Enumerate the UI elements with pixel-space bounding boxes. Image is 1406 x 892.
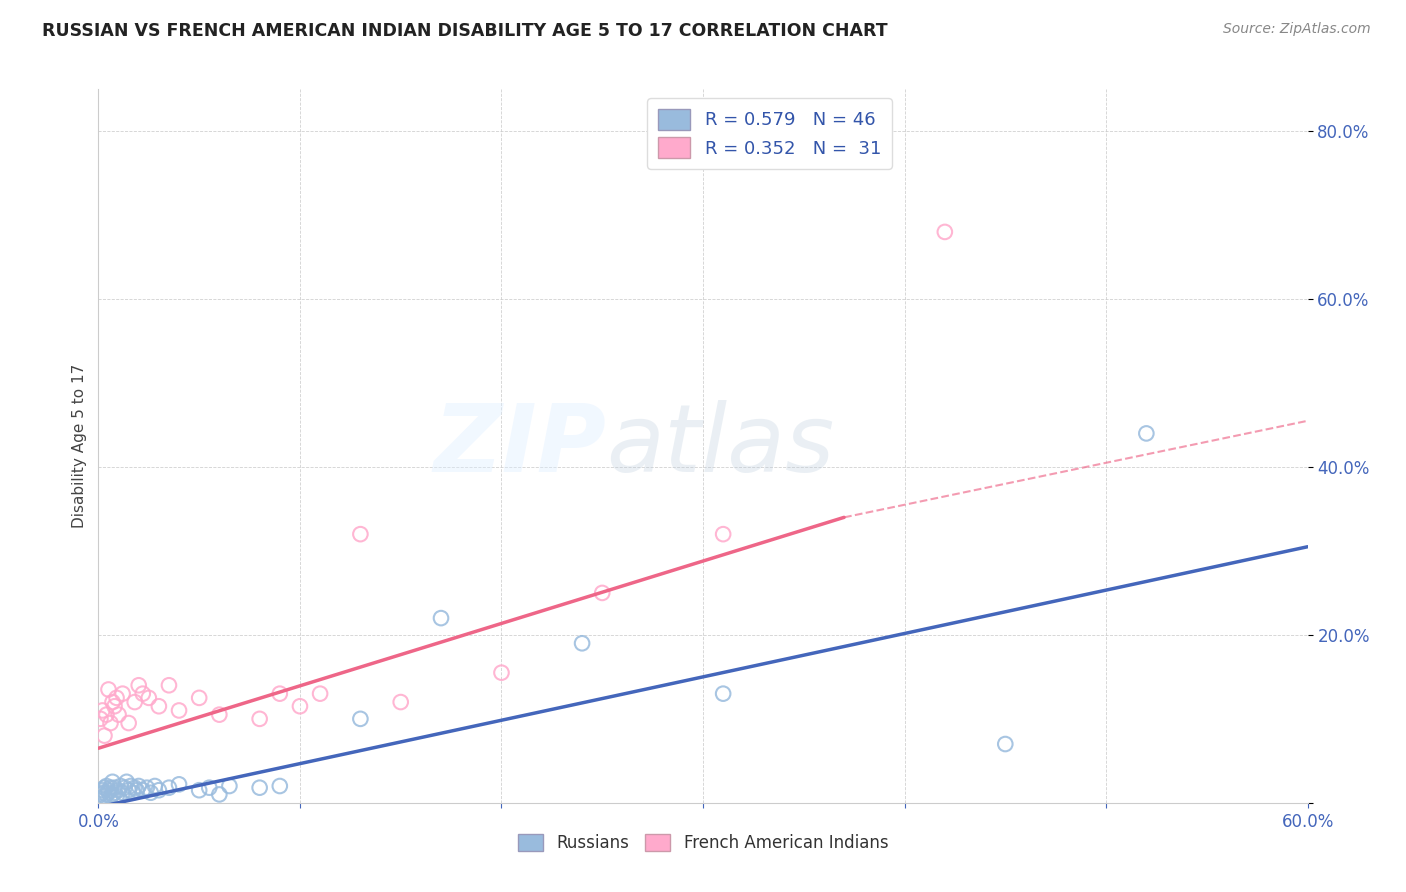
Point (934, 225, 956, 239)
Text: ZIP: ZIP (433, 400, 606, 492)
Point (188, 783, 211, 797)
Point (107, 783, 129, 797)
Point (591, 586, 613, 600)
Point (148, 783, 170, 797)
Point (349, 712, 371, 726)
Point (103, 786, 125, 800)
Point (100, 716, 122, 731)
Point (218, 779, 240, 793)
Point (96, 788, 118, 802)
Point (430, 611, 453, 625)
Point (139, 786, 162, 800)
Point (198, 780, 221, 795)
Point (132, 687, 155, 701)
Point (309, 687, 332, 701)
Point (135, 780, 157, 795)
Point (89, 712, 111, 726)
Point (389, 695, 412, 709)
Point (143, 779, 166, 793)
Point (711, 527, 734, 541)
Point (111, 786, 134, 800)
Point (118, 716, 141, 731)
Point (121, 786, 143, 800)
Point (269, 687, 291, 701)
Point (124, 695, 146, 709)
Point (93, 729, 115, 743)
Point (138, 690, 160, 705)
Point (100, 789, 122, 803)
Point (128, 779, 150, 793)
Point (118, 783, 141, 797)
Legend: Russians, French American Indians: Russians, French American Indians (510, 827, 896, 859)
Point (188, 690, 211, 705)
Point (994, 737, 1017, 751)
Text: Source: ZipAtlas.com: Source: ZipAtlas.com (1223, 22, 1371, 37)
Point (91, 783, 114, 797)
Point (120, 779, 142, 793)
Point (100, 780, 122, 795)
Point (167, 777, 190, 791)
Point (110, 779, 132, 793)
Point (167, 703, 190, 717)
Point (288, 699, 311, 714)
Point (571, 636, 593, 650)
Point (208, 707, 231, 722)
Point (124, 780, 146, 795)
Y-axis label: Disability Age 5 to 17: Disability Age 5 to 17 (72, 364, 87, 528)
Point (711, 687, 734, 701)
Point (148, 699, 170, 714)
Point (103, 780, 125, 795)
Point (349, 527, 371, 541)
Point (91, 786, 114, 800)
Point (157, 678, 180, 692)
Point (101, 695, 124, 709)
Point (93, 780, 115, 795)
Point (249, 712, 271, 726)
Point (89, 788, 111, 802)
Text: atlas: atlas (606, 401, 835, 491)
Point (101, 774, 124, 789)
Point (115, 774, 138, 789)
Point (97, 786, 120, 800)
Point (491, 665, 513, 680)
Point (114, 780, 136, 795)
Point (96, 779, 118, 793)
Point (97, 682, 120, 697)
Point (208, 788, 231, 802)
Point (132, 783, 155, 797)
Point (96, 707, 118, 722)
Point (97, 783, 120, 797)
Text: RUSSIAN VS FRENCH AMERICAN INDIAN DISABILITY AGE 5 TO 17 CORRELATION CHART: RUSSIAN VS FRENCH AMERICAN INDIAN DISABI… (42, 22, 887, 40)
Point (111, 687, 134, 701)
Point (125, 783, 148, 797)
Point (249, 780, 271, 795)
Point (269, 779, 291, 793)
Point (93, 789, 115, 803)
Point (105, 690, 128, 705)
Point (128, 678, 150, 692)
Point (103, 699, 125, 714)
Point (105, 789, 128, 803)
Point (157, 780, 180, 795)
Point (91, 703, 114, 717)
Point (101, 788, 124, 802)
Point (107, 707, 129, 722)
Point (1135, 426, 1157, 441)
